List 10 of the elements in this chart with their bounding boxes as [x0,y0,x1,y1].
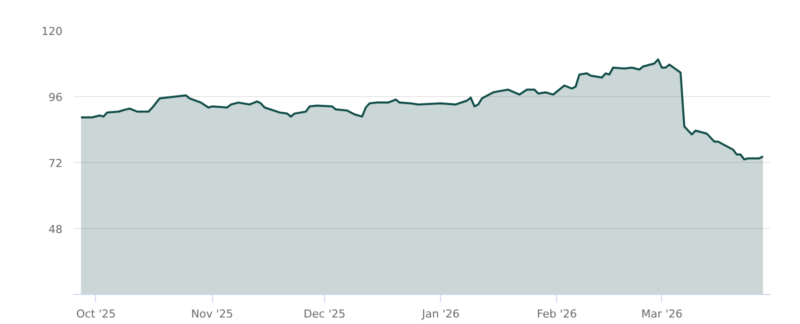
y-tick-label: 72 [48,157,63,170]
x-tick-label: Nov '25 [191,308,234,320]
y-tick-label: 120 [42,25,63,38]
x-tick-label: Dec '25 [304,308,346,320]
x-tick-label: Mar '26 [641,308,682,320]
x-tick-label: Jan '26 [421,308,460,320]
x-tick-label: Feb '26 [536,308,577,320]
y-tick-label: 96 [48,91,63,104]
x-tick-label: Oct '25 [76,308,116,320]
y-tick-label: 48 [48,223,63,236]
